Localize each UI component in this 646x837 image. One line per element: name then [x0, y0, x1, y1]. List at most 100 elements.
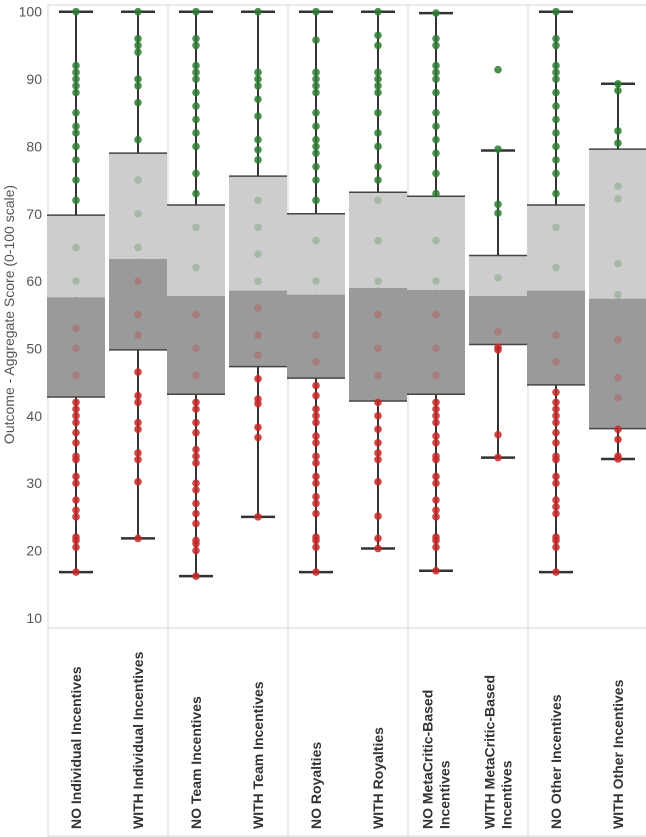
data-point	[134, 243, 142, 252]
box-lower	[407, 289, 465, 395]
data-point	[192, 459, 200, 467]
data-point	[374, 412, 382, 420]
data-point	[432, 438, 440, 447]
label-frame	[167, 627, 289, 837]
data-point	[312, 405, 320, 413]
data-point	[72, 68, 80, 77]
data-point	[312, 381, 320, 390]
box-lower	[229, 290, 287, 367]
data-point	[374, 82, 382, 90]
box-4	[287, 10, 345, 574]
data-point	[552, 568, 560, 576]
data-point	[374, 449, 382, 457]
y-tick-label: 80	[26, 138, 42, 154]
data-point	[432, 371, 440, 380]
category-label-line: WITH Individual Incentives	[130, 651, 146, 829]
data-point	[374, 68, 382, 77]
data-point	[254, 433, 262, 442]
data-point	[192, 428, 200, 437]
data-point	[552, 479, 560, 487]
y-tick-label: 100	[19, 4, 43, 20]
data-point	[72, 428, 80, 437]
data-point	[312, 432, 320, 440]
data-point	[134, 391, 142, 400]
category-label: WITH Team Incentives	[250, 681, 266, 829]
category-label: NO Royalties	[308, 742, 324, 829]
data-point	[312, 358, 320, 366]
y-tick-label: 30	[26, 475, 42, 491]
data-point	[494, 209, 502, 217]
data-point	[432, 479, 440, 487]
data-point	[254, 513, 262, 521]
data-point	[134, 34, 142, 43]
box-2	[167, 10, 225, 578]
data-point	[374, 7, 382, 16]
data-point	[192, 445, 200, 454]
data-point	[134, 209, 142, 218]
data-point	[72, 412, 80, 420]
box-series	[47, 10, 646, 578]
data-point	[494, 200, 502, 209]
data-point	[432, 398, 440, 407]
data-point	[192, 263, 200, 272]
data-point	[312, 108, 320, 117]
data-point	[192, 479, 200, 487]
box-upper	[229, 176, 287, 291]
category-label: NO MetaCritic-BasedIncentives	[420, 690, 453, 829]
data-point	[432, 34, 440, 43]
category-label: WITH Individual Incentives	[130, 651, 146, 829]
label-frame	[47, 627, 169, 837]
data-point	[72, 129, 80, 137]
data-point	[72, 371, 80, 380]
category-label-line: WITH Other Incentives	[610, 679, 626, 829]
data-point	[432, 122, 440, 131]
box-lower	[469, 295, 527, 345]
data-point	[494, 273, 502, 282]
data-point	[72, 196, 80, 205]
category-label-line: Incentives	[499, 760, 515, 829]
box-upper	[527, 205, 585, 291]
data-point	[192, 344, 200, 353]
data-point	[312, 438, 320, 447]
data-point	[254, 95, 262, 104]
data-point	[312, 75, 320, 83]
data-point	[192, 311, 200, 319]
data-point	[374, 344, 382, 353]
data-point	[134, 41, 142, 50]
data-point	[432, 533, 440, 541]
data-point	[312, 479, 320, 487]
data-point	[72, 398, 80, 407]
data-point	[614, 80, 622, 88]
y-tick-label: 20	[26, 543, 42, 559]
box-5	[349, 10, 407, 550]
category-label-line: NO Other Incentives	[548, 694, 564, 829]
data-point	[192, 536, 200, 545]
category-label-line: NO Team Incentives	[188, 696, 204, 829]
data-point	[432, 472, 440, 481]
data-point	[432, 277, 440, 285]
data-point	[312, 7, 320, 16]
data-point	[312, 277, 320, 285]
data-point	[552, 75, 560, 83]
box-upper	[287, 213, 345, 295]
data-point	[552, 509, 560, 518]
data-point	[134, 277, 142, 285]
box-upper	[589, 149, 646, 299]
data-point	[374, 236, 382, 245]
data-point	[494, 145, 502, 153]
data-point	[312, 459, 320, 467]
data-point	[72, 277, 80, 285]
data-point	[192, 115, 200, 124]
data-point	[192, 486, 200, 494]
data-point	[134, 418, 142, 427]
data-point	[552, 88, 560, 97]
data-point	[254, 196, 262, 205]
data-point	[134, 425, 142, 434]
category-label-line: WITH Royalties	[370, 727, 386, 829]
data-point	[552, 418, 560, 427]
data-point	[552, 388, 560, 397]
data-point	[552, 102, 560, 110]
data-point	[254, 395, 262, 403]
data-point	[432, 169, 440, 178]
category-labels: NO Individual Incentives WITH Individual …	[68, 651, 626, 829]
